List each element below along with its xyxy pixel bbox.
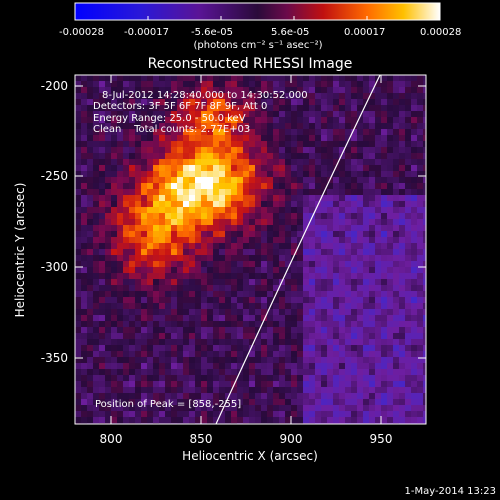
annotation-energy-range: Energy Range: 25.0 - 50.0 keV <box>93 113 246 124</box>
colorbar-tick-label: 5.6e-05 <box>271 27 309 38</box>
plot-frame <box>74 74 427 425</box>
annotation-time-range: 8-Jul-2012 14:28:40.000 to 14:30:52.000 <box>102 90 308 101</box>
colorbar-units: (photons cm⁻² s⁻¹ asec⁻²) <box>193 40 322 51</box>
colorbar-ticks <box>74 16 441 20</box>
x-axis-ticks <box>110 75 382 424</box>
annotation-detectors: Detectors: 3F 5F 6F 7F 8F 9F, Att 0 <box>93 101 267 112</box>
y-axis-label: Heliocentric Y (arcsec) <box>13 183 27 318</box>
colorbar-tick-label: -0.00028 <box>59 27 104 38</box>
annotation-algorithm: Clean Total counts: 2.77E+03 <box>93 124 250 135</box>
x-tick-label: 800 <box>100 432 123 446</box>
footer-timestamp: 1-May-2014 13:23 <box>404 486 496 497</box>
y-tick-label: -250 <box>41 169 68 183</box>
colorbar-tick-label: -5.6e-05 <box>191 27 233 38</box>
x-tick-label: 850 <box>190 432 213 446</box>
colorbar-tick-label: 0.00017 <box>344 27 385 38</box>
x-axis-label: Heliocentric X (arcsec) <box>182 449 318 463</box>
y-axis-ticks <box>75 85 426 359</box>
y-tick-label: -350 <box>41 351 68 365</box>
x-tick-label: 950 <box>370 432 393 446</box>
plot-title: Reconstructed RHESSI Image <box>148 56 353 72</box>
y-tick-label: -300 <box>41 260 68 274</box>
annotation-peak-position: Position of Peak = [858,-255] <box>95 399 241 410</box>
colorbar <box>74 2 441 21</box>
solar-limb-line <box>215 75 381 424</box>
x-tick-label: 900 <box>280 432 303 446</box>
y-tick-label: -200 <box>41 79 68 93</box>
colorbar-tick-label: 0.00028 <box>420 27 461 38</box>
colorbar-tick-label: -0.00017 <box>124 27 169 38</box>
